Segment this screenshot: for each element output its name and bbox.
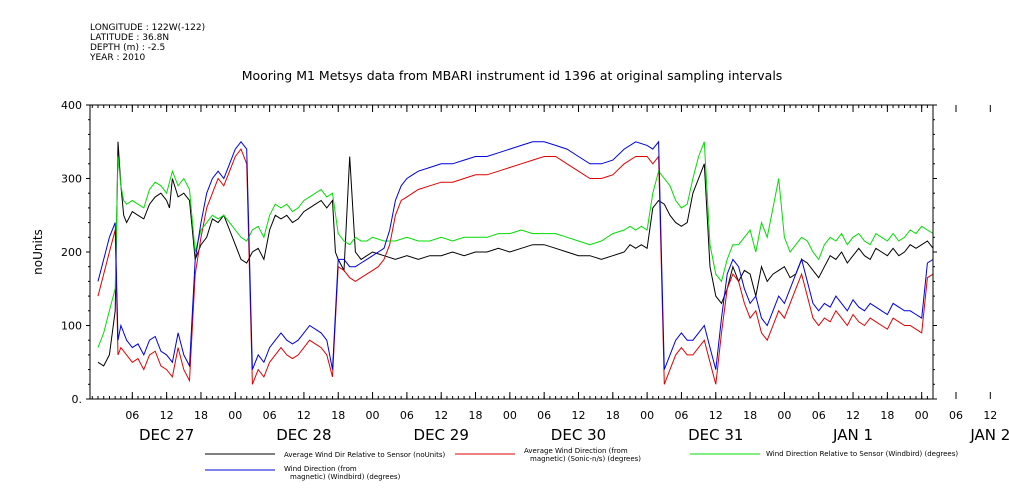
series-line-2: [97, 148, 933, 385]
y-tick-label: 400: [61, 99, 82, 112]
x-tick-label: 12: [160, 409, 174, 422]
x-tick-label: 00: [228, 409, 242, 422]
x-tick-label: 12: [983, 409, 997, 422]
y-tick-label: 300: [61, 173, 82, 186]
x-tick-label: 18: [743, 409, 757, 422]
legend-label-1: Average Wind Dir Relative to Sensor (noU…: [284, 451, 445, 459]
x-tick-label: 00: [503, 409, 517, 422]
y-tick-label: 200: [61, 246, 82, 259]
x-tick-label: 00: [777, 409, 791, 422]
y-tick-label: 100: [61, 320, 82, 333]
x-tick-label: 06: [263, 409, 277, 422]
x-day-label: DEC 30: [551, 426, 606, 444]
y-axis-label: noUnits: [31, 229, 45, 275]
series-line-3: [97, 141, 933, 348]
x-tick-label: 00: [915, 409, 929, 422]
x-tick-label: 00: [366, 409, 380, 422]
x-tick-label: 06: [674, 409, 688, 422]
legend-label-3: Wind Direction Relative to Sensor (Windb…: [766, 450, 958, 458]
x-tick-label: 12: [709, 409, 723, 422]
x-tick-label: 12: [846, 409, 860, 422]
legend-label-4-line2: magnetic) (Windbird) (degrees): [290, 473, 401, 481]
x-tick-label: 06: [949, 409, 963, 422]
chart-title: Mooring M1 Metsys data from MBARI instru…: [242, 68, 783, 83]
x-tick-label: 06: [812, 409, 826, 422]
x-day-label: DEC 29: [414, 426, 469, 444]
x-day-label: JAN 1: [832, 426, 873, 444]
x-day-label: JAN 2: [969, 426, 1009, 444]
series-line-4: [97, 140, 933, 370]
x-tick-label: 00: [640, 409, 654, 422]
x-day-label: DEC 27: [139, 426, 194, 444]
x-tick-label: 06: [125, 409, 139, 422]
x-day-label: DEC 28: [276, 426, 331, 444]
x-tick-label: 12: [434, 409, 448, 422]
x-day-label: DEC 31: [688, 426, 743, 444]
meta-latitude: LATITUDE : 36.8N: [90, 33, 169, 43]
series-layer: [97, 140, 933, 385]
legend: Average Wind Dir Relative to Sensor (noU…: [205, 447, 958, 481]
meta-longitude: LONGITUDE : 122W(-122): [90, 23, 205, 33]
x-tick-label: 06: [400, 409, 414, 422]
meta-year: YEAR : 2010: [89, 53, 146, 63]
x-tick-label: 12: [571, 409, 585, 422]
axes-layer: 0. 100 200 300 400 06 12 18 00 06 12 18 00 06 12 18 00 06…: [61, 99, 1009, 444]
x-tick-label: 18: [469, 409, 483, 422]
legend-label-2: Average Wind Direction (from: [524, 447, 628, 455]
x-tick-label: 18: [606, 409, 620, 422]
metadata-block: LONGITUDE : 122W(-122) LATITUDE : 36.8N …: [89, 23, 205, 63]
y-tick-label: 0.: [72, 393, 83, 406]
meta-depth: DEPTH (m) : -2.5: [90, 43, 165, 53]
x-tick-label: 18: [880, 409, 894, 422]
plot-frame: [89, 104, 934, 400]
x-tick-label: 12: [297, 409, 311, 422]
legend-label-2-line2: magnetic) (Sonic-n/s) (degrees): [530, 455, 641, 463]
x-tick-label: 06: [537, 409, 551, 422]
x-tick-label: 18: [194, 409, 208, 422]
series-line-1: [97, 141, 933, 367]
legend-label-4: Wind Direction (from: [284, 465, 357, 473]
x-tick-label: 18: [331, 409, 345, 422]
